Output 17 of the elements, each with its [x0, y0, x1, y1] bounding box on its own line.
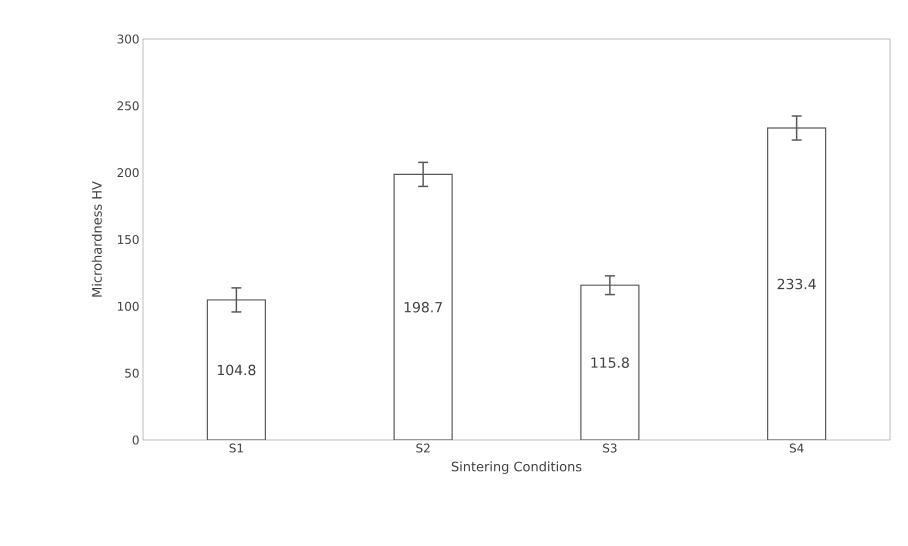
y-axis-title: Microhardness HV — [92, 181, 102, 297]
y-tick-label: 300 — [118, 34, 139, 44]
y-tick-label: 250 — [118, 101, 139, 110]
x-tick-label: S2 — [416, 444, 430, 453]
data-label: 198.7 — [404, 302, 442, 312]
y-tick-label: 150 — [118, 234, 139, 244]
x-tick-label: S3 — [603, 444, 617, 453]
y-tick-label: 100 — [118, 302, 139, 311]
data-label: 233.4 — [778, 278, 816, 290]
y-tick-label: 0 — [132, 435, 139, 445]
data-label: 104.8 — [218, 364, 256, 376]
y-tick-label: 200 — [118, 168, 139, 178]
x-tick-label: S4 — [790, 444, 804, 453]
x-tick-label: S1 — [230, 444, 243, 453]
x-axis-title: Sintering Conditions — [452, 461, 582, 474]
y-tick-label: 50 — [125, 368, 139, 378]
data-label: 115.8 — [591, 357, 629, 368]
